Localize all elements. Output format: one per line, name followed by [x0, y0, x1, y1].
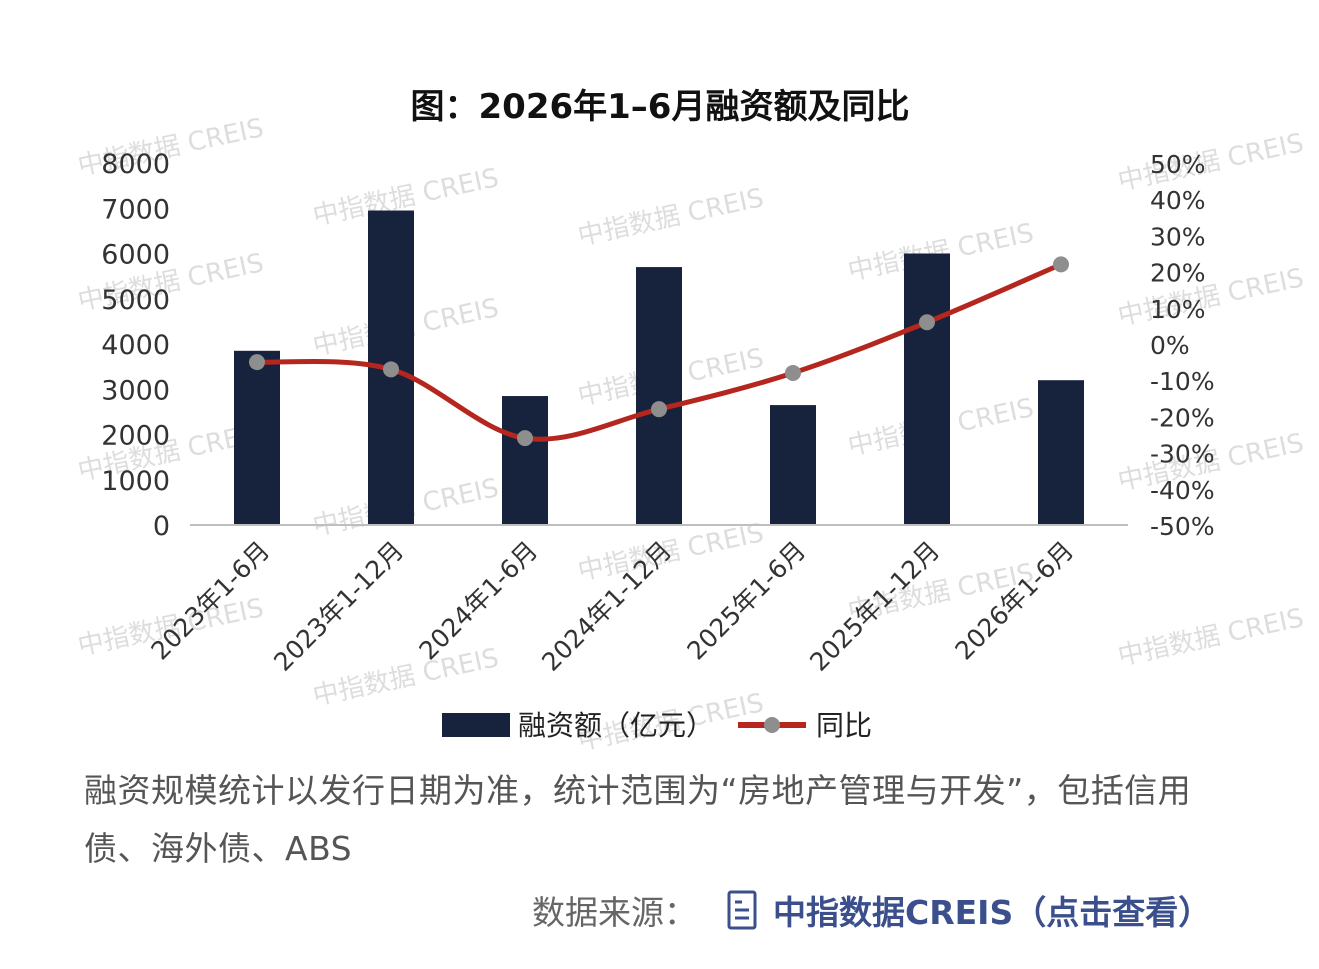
data-source: 数据来源： 中指数据CREIS（点击查看）	[532, 880, 1211, 940]
document-icon[interactable]	[727, 890, 757, 930]
right-tick-label: -50%	[1150, 512, 1215, 541]
left-tick-label: 3000	[101, 375, 170, 406]
left-tick-label: 6000	[101, 240, 170, 271]
right-tick-label: 0%	[1150, 331, 1190, 360]
watermark-text: 中指数据 CREIS	[1115, 263, 1306, 332]
bar	[770, 405, 816, 525]
right-tick-label: -30%	[1150, 440, 1215, 469]
watermark-text: 中指数据 CREIS	[1115, 128, 1306, 197]
right-tick-label: 20%	[1150, 259, 1206, 288]
left-tick-label: 2000	[101, 421, 170, 452]
watermark-text: 中指数据 CREIS	[1115, 603, 1306, 672]
legend-swatch-marker	[764, 717, 780, 733]
yoy-marker	[249, 354, 265, 371]
right-axis-ticks: -50% -40% -30% -20% -10% 0% 10% 20% 30% 40% 50%	[1150, 150, 1215, 541]
right-tick-label: 10%	[1150, 295, 1206, 324]
bar	[234, 350, 280, 525]
bar	[502, 396, 548, 525]
yoy-marker	[919, 314, 935, 331]
chart: 中指数据 CREIS 中指数据 CREIS 中指数据 CREIS 中指数据 CREIS…	[75, 87, 1306, 757]
watermark-text: 中指数据 CREIS	[575, 183, 766, 252]
yoy-marker	[651, 401, 667, 418]
left-tick-label: 5000	[101, 285, 170, 316]
source-label: 数据来源：	[532, 893, 697, 932]
x-tick-label: 2023年1-12月	[268, 536, 409, 677]
legend-swatch-bar	[442, 713, 510, 737]
yoy-marker	[517, 430, 533, 447]
yoy-marker	[383, 361, 399, 378]
bar	[636, 267, 682, 525]
chart-title: 图：2026年1–6月融资额及同比	[411, 87, 910, 127]
source-link[interactable]: 中指数据CREIS（点击查看）	[773, 893, 1212, 932]
left-tick-label: 0	[153, 511, 170, 542]
legend-label-line: 同比	[816, 709, 872, 742]
yoy-marker	[785, 364, 801, 381]
bar	[904, 253, 950, 525]
left-tick-label: 4000	[101, 330, 170, 361]
right-tick-label: 50%	[1150, 150, 1206, 179]
left-tick-label: 8000	[101, 149, 170, 180]
right-tick-label: -10%	[1150, 367, 1215, 396]
bar	[1038, 380, 1084, 525]
left-axis-ticks: 0 1000 2000 3000 4000 5000 6000 7000 8000	[101, 149, 170, 542]
legend-label-bar: 融资额（亿元）	[518, 709, 714, 742]
left-tick-label: 1000	[101, 466, 170, 497]
left-tick-label: 7000	[101, 194, 170, 225]
yoy-markers	[249, 256, 1069, 447]
watermark-text: 中指数据 CREIS	[310, 643, 501, 712]
yoy-marker	[1053, 256, 1069, 273]
right-tick-label: 40%	[1150, 186, 1206, 215]
right-tick-label: -20%	[1150, 403, 1215, 432]
right-tick-label: 30%	[1150, 222, 1206, 251]
right-tick-label: -40%	[1150, 476, 1215, 505]
legend: 融资额（亿元） 同比	[442, 709, 872, 742]
chart-caption: 融资规模统计以发行日期为准，统计范围为“房地产管理与开发”，包括信用债、海外债、…	[84, 771, 1192, 868]
